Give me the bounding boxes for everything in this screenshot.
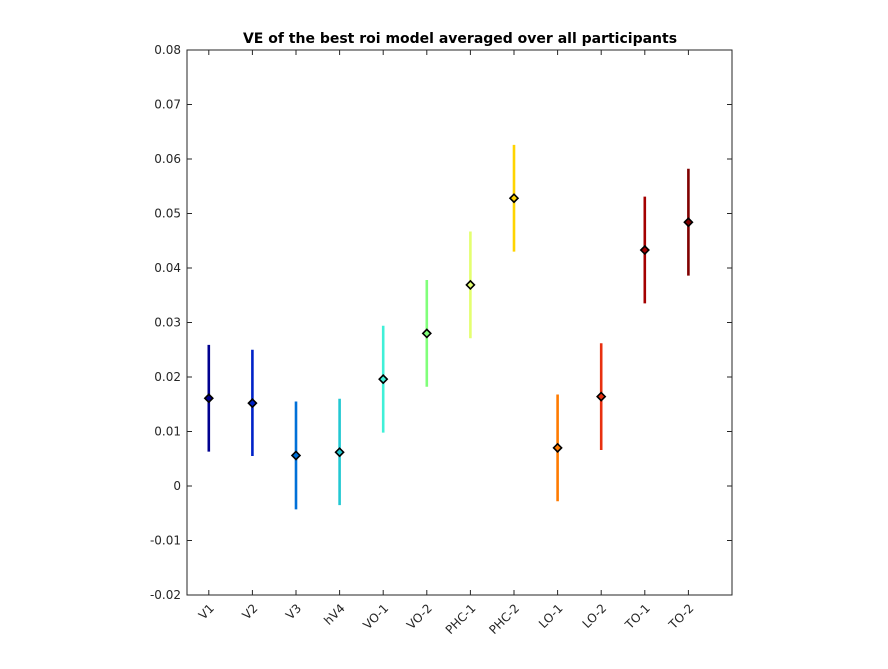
data-point: [596, 391, 607, 402]
data-point: [378, 374, 389, 385]
y-tick-label: -0.01: [150, 534, 181, 548]
y-tick-label: 0: [173, 479, 181, 493]
data-point: [334, 447, 345, 458]
data-point: [465, 279, 476, 291]
x-tick-label: VO-2: [404, 601, 435, 632]
chart-title: VE of the best roi model averaged over a…: [243, 31, 677, 47]
data-point: [290, 450, 302, 461]
data-point: [508, 193, 520, 204]
y-tick-label: -0.02: [150, 588, 181, 602]
y-axis-ticks: -0.02 -0.01 0 0.01 0.02 0.03 0.04 0.05 0.06 0.07 0…: [150, 43, 732, 602]
x-tick-label: LO-2: [580, 601, 610, 631]
plot-marks: [203, 144, 694, 510]
x-tick-label: hV4: [321, 601, 347, 627]
y-tick-label: 0.01: [154, 425, 181, 439]
x-tick-label: V1: [196, 601, 217, 622]
x-tick-label: TO-1: [622, 601, 653, 632]
y-tick-label: 0.05: [154, 207, 181, 221]
x-tick-label: VO-1: [360, 601, 391, 632]
y-tick-label: 0.07: [154, 98, 181, 112]
plot-area-frame: [186, 49, 733, 596]
x-tick-label: LO-1: [536, 601, 566, 631]
y-tick-label: 0.08: [154, 43, 181, 57]
x-tick-label: PHC-2: [486, 601, 522, 637]
y-tick-label: 0.06: [154, 152, 181, 166]
x-tick-label: PHC-1: [443, 601, 479, 637]
y-tick-label: 0.02: [154, 370, 181, 384]
y-tick-label: 0.03: [154, 316, 181, 330]
y-tick-label: 0.04: [154, 261, 181, 275]
x-axis-ticks: V1 V2 V3 hV4 VO-1 VO-2 PHC-1 PHC-2 LO-1 LO-2 TO-1 T…: [196, 50, 697, 637]
x-tick-label: TO-2: [665, 601, 696, 632]
data-point: [203, 393, 214, 404]
data-point: [421, 328, 432, 339]
x-tick-label: V3: [283, 601, 304, 622]
data-point: [552, 442, 563, 453]
x-tick-label: V2: [239, 601, 260, 622]
data-point: [639, 244, 650, 256]
data-point: [247, 398, 258, 409]
data-point: [683, 217, 694, 228]
